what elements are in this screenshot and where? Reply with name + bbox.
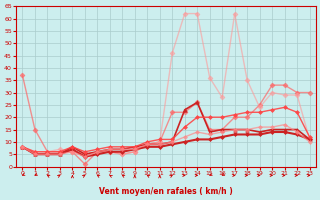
X-axis label: Vent moyen/en rafales ( km/h ): Vent moyen/en rafales ( km/h ) (99, 187, 233, 196)
